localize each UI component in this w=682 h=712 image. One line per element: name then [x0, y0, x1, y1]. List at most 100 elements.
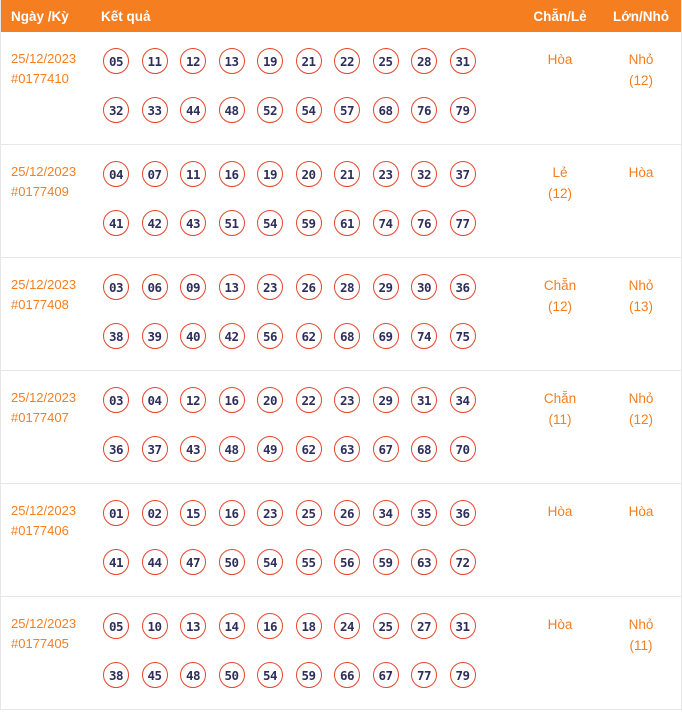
lottery-ball: 36 — [449, 274, 476, 300]
lottery-ball: 63 — [411, 549, 437, 575]
balls-line-2: 32 33 44 48 52 54 57 68 76 79 — [103, 97, 519, 123]
lottery-ball: 20 — [257, 387, 283, 413]
even-odd-value: Hòa — [547, 617, 573, 632]
even-odd-count: (12) — [547, 299, 572, 314]
balls-line-2: 36 37 43 48 49 62 63 67 68 70 — [103, 436, 519, 462]
even-odd-cell: Hòa — [519, 499, 601, 522]
date-cell: 25/12/2023 #0177409 — [9, 160, 101, 202]
date-cell: 25/12/2023 #0177408 — [9, 273, 101, 315]
lottery-ball: 16 — [257, 613, 283, 639]
table-header: Ngày /Kỳ Kết quả Chẵn/Lẻ Lớn/Nhỏ — [1, 0, 681, 32]
lottery-ball: 39 — [141, 323, 168, 349]
lottery-ball: 67 — [372, 662, 399, 688]
result-row: 25/12/2023 #0177405 05 10 13 14 16 18 24 25 27 31… — [1, 597, 681, 709]
balls-line-1: 04 07 11 16 19 20 21 23 32 37 — [103, 161, 519, 187]
result-row: 25/12/2023 #0177409 04 07 11 16 19 20 21 23 32 37… — [1, 145, 681, 258]
draw-date: 25/12/2023 — [11, 277, 77, 292]
even-odd-value: Hòa — [547, 52, 573, 67]
lottery-ball: 12 — [180, 387, 206, 413]
draw-id: #0177409 — [11, 184, 69, 199]
balls-line-1: 01 02 15 16 23 25 26 34 35 36 — [103, 500, 519, 526]
big-small-count: (13) — [628, 299, 653, 314]
lottery-ball: 29 — [372, 274, 399, 300]
lottery-ball: 50 — [218, 549, 245, 575]
result-row: 25/12/2023 #0177408 03 06 09 13 23 26 28 29 30 36… — [1, 258, 681, 371]
lottery-ball: 41 — [103, 210, 129, 236]
lottery-ball: 44 — [180, 97, 206, 123]
lottery-ball: 25 — [372, 613, 399, 639]
lottery-ball: 56 — [334, 549, 360, 575]
lottery-ball: 10 — [141, 613, 168, 639]
lottery-ball: 57 — [334, 97, 360, 123]
draw-id: #0177408 — [11, 297, 69, 312]
even-odd-value: Hòa — [547, 504, 573, 519]
big-small-cell: Nhỏ (12) — [601, 47, 681, 91]
lottery-ball: 13 — [218, 48, 245, 74]
lottery-ball: 19 — [257, 161, 283, 187]
big-small-count: (12) — [628, 73, 653, 88]
lottery-ball: 74 — [411, 323, 437, 349]
balls-line-2: 38 39 40 42 56 62 68 69 74 75 — [103, 323, 519, 349]
lottery-ball: 05 — [103, 48, 129, 74]
lottery-ball: 23 — [334, 387, 360, 413]
lottery-ball: 23 — [257, 500, 283, 526]
draw-id: #0177405 — [11, 636, 69, 651]
lottery-ball: 62 — [295, 436, 322, 462]
lottery-ball: 05 — [103, 613, 129, 639]
big-small-value: Hòa — [628, 504, 654, 519]
even-odd-cell: Chẵn (12) — [519, 273, 601, 317]
even-odd-cell: Hòa — [519, 612, 601, 635]
lottery-ball: 62 — [295, 323, 322, 349]
lottery-ball: 54 — [257, 210, 283, 236]
lottery-ball: 25 — [295, 500, 322, 526]
draw-date: 25/12/2023 — [11, 164, 77, 179]
lottery-ball: 36 — [103, 436, 129, 462]
lottery-ball: 49 — [257, 436, 283, 462]
result-numbers: 04 07 11 16 19 20 21 23 32 37 41 42 43 51 54 59 61 74 76 7… — [101, 160, 519, 236]
lottery-ball: 23 — [257, 274, 283, 300]
lottery-ball: 31 — [449, 613, 476, 639]
lottery-ball: 76 — [411, 210, 437, 236]
date-cell: 25/12/2023 #0177410 — [9, 47, 101, 89]
lottery-ball: 69 — [372, 323, 399, 349]
lottery-ball: 43 — [180, 210, 206, 236]
even-odd-cell: Chẵn (11) — [519, 386, 601, 430]
lottery-ball: 21 — [334, 161, 360, 187]
lottery-ball: 59 — [372, 549, 399, 575]
lottery-ball: 55 — [295, 549, 322, 575]
lottery-ball: 36 — [449, 500, 476, 526]
lottery-ball: 48 — [218, 97, 245, 123]
lottery-ball: 41 — [103, 549, 129, 575]
draw-id: #0177406 — [11, 523, 69, 538]
draw-id: #0177410 — [11, 71, 69, 86]
lottery-ball: 03 — [103, 274, 129, 300]
lottery-ball: 11 — [180, 161, 206, 187]
lottery-ball: 21 — [295, 48, 322, 74]
lottery-ball: 02 — [141, 500, 168, 526]
big-small-value: Hòa — [628, 165, 654, 180]
lottery-ball: 01 — [103, 500, 129, 526]
lottery-ball: 18 — [295, 613, 322, 639]
draw-date: 25/12/2023 — [11, 390, 77, 405]
even-odd-value: Chẵn — [543, 391, 577, 406]
big-small-value: Nhỏ — [628, 617, 654, 632]
lottery-ball: 32 — [103, 97, 129, 123]
big-small-cell: Nhỏ (12) — [601, 386, 681, 430]
lottery-ball: 32 — [411, 161, 437, 187]
lottery-ball: 76 — [411, 97, 437, 123]
lottery-ball: 42 — [218, 323, 245, 349]
lottery-ball: 66 — [334, 662, 360, 688]
lottery-ball: 54 — [257, 662, 283, 688]
lottery-ball: 13 — [218, 274, 245, 300]
lottery-ball: 04 — [141, 387, 168, 413]
lottery-ball: 79 — [449, 97, 476, 123]
date-cell: 25/12/2023 #0177405 — [9, 612, 101, 654]
big-small-count: (11) — [629, 638, 653, 653]
lottery-ball: 27 — [411, 613, 437, 639]
even-odd-value: Chẵn — [543, 278, 577, 293]
big-small-value: Nhỏ — [628, 391, 654, 406]
result-row: 25/12/2023 #0177406 01 02 15 16 23 25 26 34 35 36… — [1, 484, 681, 597]
lottery-ball: 12 — [180, 48, 206, 74]
lottery-ball: 54 — [295, 97, 322, 123]
lottery-ball: 31 — [411, 387, 437, 413]
